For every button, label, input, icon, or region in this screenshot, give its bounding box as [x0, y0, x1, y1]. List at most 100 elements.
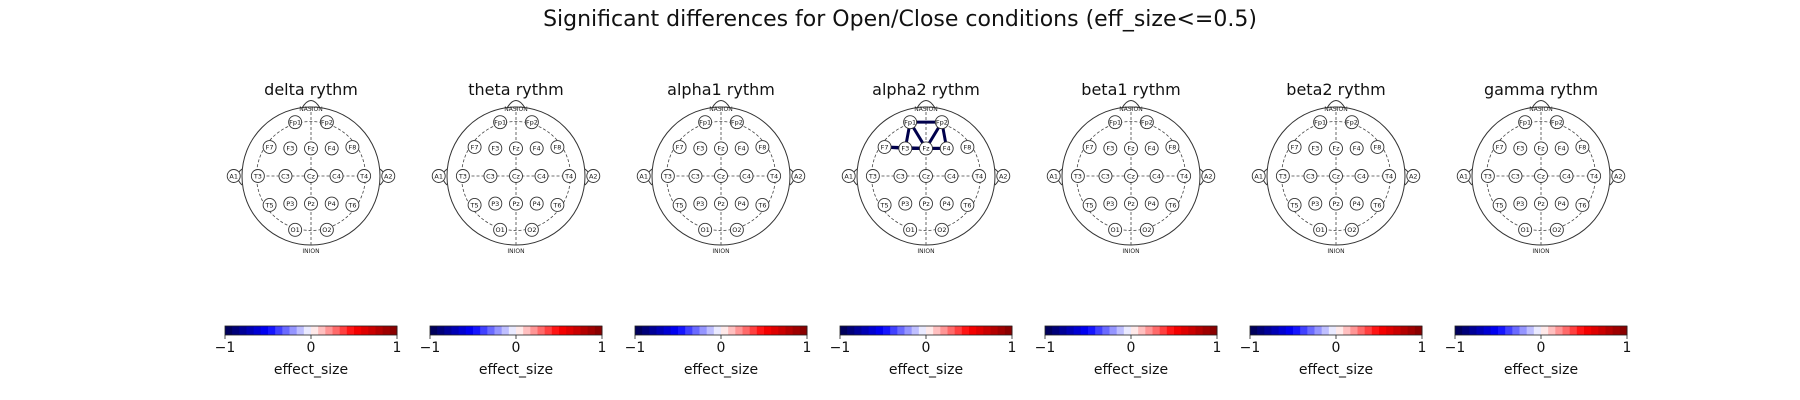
colorbar-segment — [1476, 326, 1485, 335]
colorbar-segment — [861, 326, 870, 335]
electrode-marker — [1287, 198, 1302, 212]
electrode-label: Pz — [1537, 200, 1545, 208]
electrode-label: P3 — [901, 200, 909, 208]
electrode-fp1: Fp1 — [493, 115, 508, 130]
electrode-cz: Cz — [1329, 169, 1343, 183]
electrode-marker — [693, 196, 708, 211]
panel-title: gamma rythm — [1484, 80, 1598, 99]
electrode-label: A2 — [1409, 172, 1418, 180]
electrode-label: F8 — [758, 143, 766, 151]
electrode-f4: F4 — [734, 141, 749, 156]
electrode-marker — [226, 169, 241, 183]
electrode-marker — [467, 198, 482, 212]
electrode-marker — [698, 222, 713, 237]
colorbar-segment — [997, 326, 1006, 335]
electrode-fp1: Fp1 — [698, 115, 713, 130]
electrode-marker — [431, 169, 446, 183]
electrode-label: Fz — [1127, 145, 1135, 153]
colorbar-segment — [1123, 326, 1132, 335]
electrode-fp1: Fp1 — [288, 115, 303, 130]
electrode-o1: O1 — [493, 222, 508, 237]
electrode-label: F3 — [1106, 145, 1114, 153]
electrode-label: F7 — [1496, 143, 1504, 151]
electrode-t6: T6 — [755, 198, 770, 212]
electrode-fz: Fz — [1124, 141, 1138, 156]
colorbar-tick-label: −1 — [1445, 340, 1466, 356]
electrode-label: P3 — [1106, 200, 1114, 208]
electrode-label: F8 — [348, 143, 356, 151]
inion-label: INION — [1532, 248, 1549, 255]
electrode-marker — [1177, 169, 1192, 183]
colorbar-segment — [1350, 326, 1358, 335]
colorbar-segment — [1462, 326, 1470, 335]
colorbar-segment — [253, 326, 262, 335]
electrode-marker — [688, 169, 703, 183]
nose-shape — [1121, 100, 1141, 109]
electrode-t5: T5 — [1287, 198, 1302, 212]
electrode-f4: F4 — [1144, 141, 1159, 156]
colorbar-segment — [1569, 326, 1578, 335]
electrode-f8: F8 — [1165, 140, 1180, 154]
electrode-fp2: Fp2 — [1549, 115, 1564, 130]
colorbar-tick-label: −1 — [830, 340, 851, 356]
colorbar-segment — [501, 326, 510, 335]
colorbar-segment — [1321, 326, 1330, 335]
electrode-t5: T5 — [467, 198, 482, 212]
electrode-marker — [714, 141, 728, 156]
electrode-pz: Pz — [304, 196, 318, 211]
electrode-p4: P4 — [734, 196, 749, 211]
electrode-t5: T5 — [1082, 198, 1097, 212]
electrode-marker — [972, 169, 987, 183]
electrode-p4: P4 — [324, 196, 339, 211]
colorbar-segment — [451, 326, 460, 335]
panel-0: delta rythm NASION INION Fp1 Fp2 F7 F3 Fz F4 F8 A1… — [215, 80, 402, 378]
panel-title: theta rythm — [468, 80, 563, 99]
electrode-c4: C4 — [1559, 169, 1574, 183]
nasion-label: NASION — [709, 106, 732, 113]
colorbar-segment — [1386, 326, 1394, 335]
electrode-label: C4 — [537, 172, 546, 180]
colorbar-segment — [1209, 326, 1218, 335]
electrode-fp2: Fp2 — [1344, 115, 1359, 130]
electrode-label: A2 — [794, 172, 803, 180]
electrode-o1: O1 — [1108, 222, 1123, 237]
electrode-marker — [1287, 140, 1302, 154]
electrode-marker — [960, 140, 975, 154]
electrode-a2: A2 — [996, 169, 1011, 183]
electrode-marker — [714, 169, 728, 183]
electrode-label: F3 — [1311, 145, 1319, 153]
electrode-label: C3 — [1511, 172, 1520, 180]
electrode-fp2: Fp2 — [319, 115, 334, 130]
colorbar-segment — [275, 326, 283, 335]
electrode-marker — [1108, 222, 1123, 237]
electrode-label: T3 — [253, 172, 262, 180]
colorbar-segment — [289, 326, 298, 335]
electrode-o2: O2 — [524, 222, 539, 237]
colorbar-tick-label: 0 — [922, 340, 931, 356]
electrode-marker — [939, 141, 954, 156]
electrode-label: O2 — [1142, 226, 1151, 234]
figure-title: Significant differences for Open/Close c… — [543, 7, 1257, 32]
electrode-marker — [893, 169, 908, 183]
colorbar-segment — [1555, 326, 1563, 335]
electrode-f3: F3 — [488, 141, 503, 156]
colorbar-segment — [382, 326, 391, 335]
colorbar-segment — [983, 326, 991, 335]
electrode-c4: C4 — [1149, 169, 1164, 183]
electrode-t4: T4 — [357, 169, 372, 183]
electrode-marker — [304, 141, 318, 156]
electrode-marker — [1329, 141, 1343, 156]
electrode-marker — [996, 169, 1011, 183]
electrode-label: T3 — [868, 172, 877, 180]
electrode-p4: P4 — [939, 196, 954, 211]
electrode-marker — [1329, 196, 1343, 211]
electrode-marker — [877, 140, 892, 154]
electrode-marker — [1349, 196, 1364, 211]
electrode-label: T3 — [1278, 172, 1287, 180]
panel-5: beta2 rythm NASION INION Fp1 Fp2 F7 F3 Fz F4 F8 A1… — [1240, 80, 1427, 378]
electrode-label: F8 — [1168, 143, 1176, 151]
electrode-fz: Fz — [1329, 141, 1343, 156]
electrode-label: Fz — [512, 145, 520, 153]
electrode-label: T6 — [1372, 201, 1381, 209]
